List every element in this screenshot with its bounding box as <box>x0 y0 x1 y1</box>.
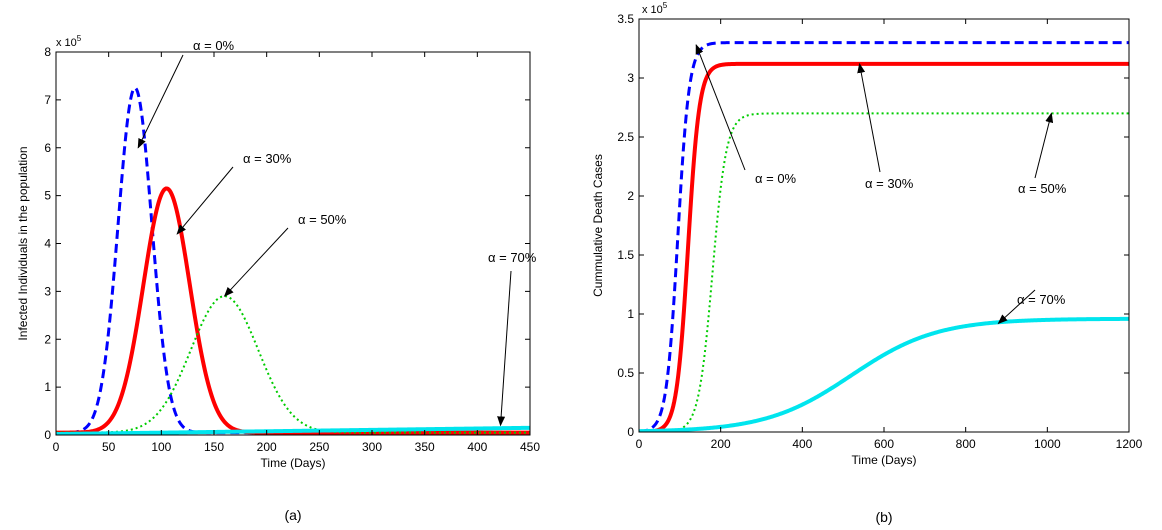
x-tick-label: 1200 <box>1116 437 1143 451</box>
chart-panel-a: 0 50 100 150 200 250 300 350 400 450 0 1 2 3 4 5 6 7 8 x 10… <box>16 34 540 523</box>
y-axis-label: Cummulative Death Cases <box>591 154 605 297</box>
x-tick-label: 400 <box>467 440 487 454</box>
x-tick-label: 200 <box>257 440 277 454</box>
chart-panel-b: 0 200 400 600 800 1000 1200 0 0.5 1 1.5 2 2.5 3 3.5 x 1… <box>591 1 1143 525</box>
annotation-arrow <box>997 289 1036 325</box>
annotation-arrow <box>695 44 746 171</box>
x-tick-label: 50 <box>102 440 116 454</box>
y-tick-label: 1 <box>44 380 51 394</box>
series-line-2 <box>639 112 1129 432</box>
y-tick-label: 2 <box>44 332 51 346</box>
annotation-arrow <box>223 227 289 297</box>
x-tick-label: 350 <box>415 440 435 454</box>
x-tick-label: 1000 <box>1034 437 1061 451</box>
plot-frame <box>638 18 1130 433</box>
annotation-label: α = 0% <box>193 38 235 53</box>
annotation-label: α = 70% <box>1017 292 1066 307</box>
y-tick-label: 0 <box>627 425 634 439</box>
y-tick-label: 1 <box>627 307 634 321</box>
annotation-label: α = 70% <box>488 250 537 265</box>
series-line-2 <box>56 295 530 434</box>
x-tick-label: 800 <box>956 437 976 451</box>
y-exponent-power: 5 <box>663 1 668 10</box>
x-tick-label: 0 <box>636 437 643 451</box>
annotation-label: α = 50% <box>1018 181 1067 196</box>
y-exponent-power: 5 <box>77 34 82 43</box>
y-tick-label: 3 <box>627 71 634 85</box>
y-tick-label: 7 <box>44 93 51 107</box>
x-axis-label: Time (Days) <box>852 453 917 467</box>
x-tick-label: 300 <box>362 440 382 454</box>
x-tick-label: 400 <box>792 437 812 451</box>
x-tick-label: 600 <box>874 437 894 451</box>
series-line-3 <box>56 425 530 435</box>
x-tick-label: 0 <box>53 440 60 454</box>
y-axis-label: Infected Individuals in the population <box>16 146 30 340</box>
y-tick-label: 3.5 <box>617 12 634 26</box>
y-tick-label: 6 <box>44 141 51 155</box>
annotation-arrow <box>857 62 881 173</box>
x-axis-label: Time (Days) <box>261 456 326 470</box>
series-line-1 <box>56 186 530 435</box>
panel-caption: (a) <box>284 507 301 523</box>
series-line-1 <box>639 61 1129 432</box>
y-tick-label: 5 <box>44 189 51 203</box>
annotation-arrow <box>137 54 184 149</box>
y-tick-label: 0.5 <box>617 366 634 380</box>
y-tick-label: 2 <box>627 189 634 203</box>
y-tick-label: 4 <box>44 237 51 251</box>
x-tick-label: 150 <box>204 440 224 454</box>
annotation-label: α = 30% <box>243 151 292 166</box>
annotation-arrow <box>497 270 512 427</box>
annotation-label: α = 30% <box>865 176 914 191</box>
annotation-arrow <box>1034 112 1054 179</box>
series-line-3 <box>639 316 1129 432</box>
x-tick-label: 450 <box>520 440 540 454</box>
y-exponent-label: x 105 <box>642 1 668 16</box>
y-tick-label: 3 <box>44 284 51 298</box>
annotation-label: α = 0% <box>755 171 797 186</box>
y-tick-label: 0 <box>44 428 51 442</box>
y-tick-label: 8 <box>44 45 51 59</box>
x-tick-label: 100 <box>151 440 171 454</box>
x-tick-label: 250 <box>309 440 329 454</box>
y-exponent-label: x 105 <box>56 34 82 49</box>
series-line-0 <box>639 41 1129 432</box>
y-tick-label: 2.5 <box>617 130 634 144</box>
annotation-label: α = 50% <box>298 212 347 227</box>
x-tick-label: 200 <box>711 437 731 451</box>
panel-caption: (b) <box>875 509 892 525</box>
annotation-arrow <box>176 166 234 235</box>
y-tick-label: 1.5 <box>617 248 634 262</box>
